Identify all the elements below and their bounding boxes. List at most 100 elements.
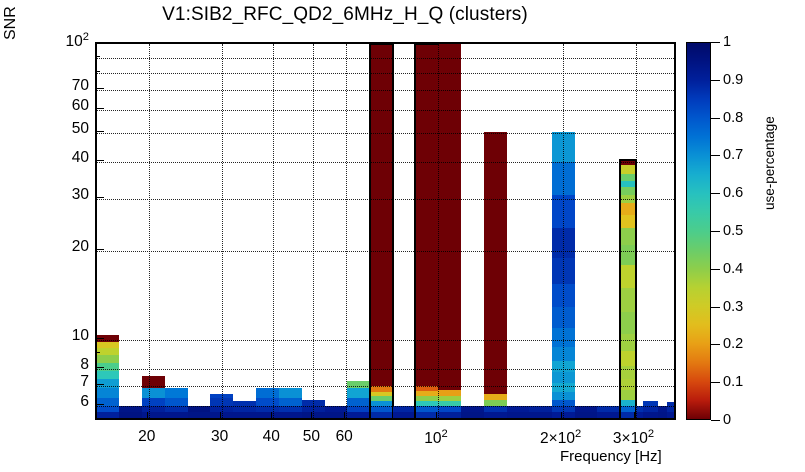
heatmap-cell bbox=[620, 214, 636, 228]
heatmap-cell bbox=[188, 406, 211, 412]
chart-title: V1:SIB2_RFC_QD2_6MHz_H_Q (clusters) bbox=[162, 4, 528, 25]
y-tick bbox=[95, 131, 104, 133]
heatmap-cell bbox=[620, 379, 636, 390]
y-tick bbox=[95, 367, 104, 369]
y-tick bbox=[95, 42, 104, 43]
x-tick bbox=[633, 412, 635, 420]
x-tick bbox=[219, 412, 221, 420]
grid-line-v bbox=[313, 44, 315, 418]
grid-line-v bbox=[635, 44, 637, 418]
heatmap-cell bbox=[97, 341, 120, 349]
heatmap-cell bbox=[620, 165, 636, 174]
heatmap-cell bbox=[620, 311, 636, 334]
x-tick bbox=[344, 412, 346, 420]
heatmap-cell bbox=[97, 411, 120, 418]
heatmap-cell bbox=[142, 388, 165, 398]
color-bar-tick bbox=[711, 268, 720, 270]
heatmap-cell bbox=[642, 406, 658, 412]
heatmap-cell bbox=[529, 406, 552, 412]
y-tick-label: 8 bbox=[80, 356, 89, 374]
x-tick-label: 2×102 bbox=[540, 428, 582, 448]
heatmap-cell bbox=[370, 386, 393, 392]
heatmap-cell bbox=[642, 400, 658, 407]
heatmap-cell bbox=[392, 406, 416, 412]
heatmap-cell bbox=[233, 411, 257, 418]
color-bar-tick bbox=[711, 193, 720, 195]
heatmap-cell bbox=[620, 264, 636, 289]
heatmap-cell bbox=[667, 406, 674, 412]
heatmap-cell bbox=[97, 355, 120, 363]
heatmap-cell bbox=[279, 388, 302, 398]
heatmap-cell bbox=[347, 380, 371, 389]
heatmap-column bbox=[392, 44, 416, 418]
heatmap-cell bbox=[392, 411, 416, 418]
heatmap-cell bbox=[620, 334, 636, 352]
heatmap-cell bbox=[642, 411, 658, 418]
y-tick-minor bbox=[95, 70, 100, 72]
color-bar-tick-label: 1 bbox=[723, 34, 732, 50]
heatmap-column bbox=[642, 44, 658, 418]
grid-line-h bbox=[97, 406, 674, 408]
heatmap-cell bbox=[658, 406, 668, 412]
color-bar-tick bbox=[711, 117, 720, 119]
grid-line-h bbox=[97, 386, 674, 388]
heatmap-cell bbox=[415, 411, 439, 418]
y-tick bbox=[95, 107, 104, 109]
grid-line-h bbox=[97, 72, 674, 74]
heatmap-cell bbox=[506, 406, 530, 412]
color-bar-tick bbox=[711, 155, 720, 157]
grid-line-h bbox=[97, 133, 674, 135]
y-tick-label: 7 bbox=[80, 373, 89, 391]
heatmap-cell bbox=[620, 399, 636, 407]
heatmap-cell bbox=[347, 411, 371, 418]
color-bar-tick bbox=[711, 231, 720, 232]
heatmap-cell bbox=[483, 399, 507, 407]
heatmap-cell bbox=[97, 370, 120, 380]
x-tick-label: 40 bbox=[262, 428, 280, 445]
heatmap-column bbox=[529, 44, 552, 418]
color-bar-tick-label: 0.8 bbox=[723, 109, 744, 126]
heatmap-cell bbox=[415, 44, 439, 387]
heatmap-column bbox=[620, 44, 636, 418]
heatmap-column bbox=[438, 44, 462, 418]
heatmap-cell bbox=[620, 406, 636, 412]
heatmap-column bbox=[97, 44, 120, 418]
heatmap-cell bbox=[574, 406, 598, 412]
heatmap-cell bbox=[370, 400, 393, 407]
y-tick-minor bbox=[95, 351, 100, 353]
x-axis-label: Frequency [Hz] bbox=[560, 448, 662, 465]
y-tick bbox=[95, 159, 104, 161]
heatmap-cell bbox=[324, 406, 348, 412]
x-tick-label: 60 bbox=[335, 428, 353, 445]
grid-line-v bbox=[221, 44, 223, 418]
heatmap-column bbox=[658, 44, 668, 418]
heatmap-cell bbox=[97, 397, 120, 407]
heatmap-column bbox=[119, 44, 143, 418]
heatmap-cell bbox=[438, 406, 462, 412]
heatmap-cell bbox=[119, 406, 143, 412]
y-tick-label: 70 bbox=[71, 76, 89, 94]
heatmap-cell bbox=[256, 406, 280, 412]
y-tick-label: 40 bbox=[71, 148, 89, 166]
color-bar-tick-label: 0.6 bbox=[723, 185, 744, 202]
color-bar-tick bbox=[711, 79, 720, 81]
heatmap-cell bbox=[483, 393, 507, 400]
heatmap-column bbox=[461, 44, 484, 418]
heatmap-cell bbox=[667, 401, 674, 407]
heatmap-cell bbox=[415, 390, 439, 396]
y-tick-label: 50 bbox=[71, 120, 89, 138]
heatmap-cell bbox=[165, 397, 189, 407]
x-tick bbox=[311, 412, 313, 420]
heatmap-cell bbox=[165, 406, 189, 412]
heatmap-cell bbox=[620, 203, 636, 215]
heatmap-column bbox=[370, 44, 393, 418]
heatmap-column bbox=[597, 44, 621, 418]
x-tick-label: 20 bbox=[138, 428, 156, 445]
heatmap-cell bbox=[667, 411, 674, 418]
heatmap-cell bbox=[256, 388, 280, 398]
color-bar-tick bbox=[711, 42, 720, 43]
heatmap-cell bbox=[165, 411, 189, 418]
x-tick-label: 50 bbox=[302, 428, 321, 445]
heatmap-column bbox=[142, 44, 165, 418]
heatmap-cell bbox=[279, 411, 302, 418]
